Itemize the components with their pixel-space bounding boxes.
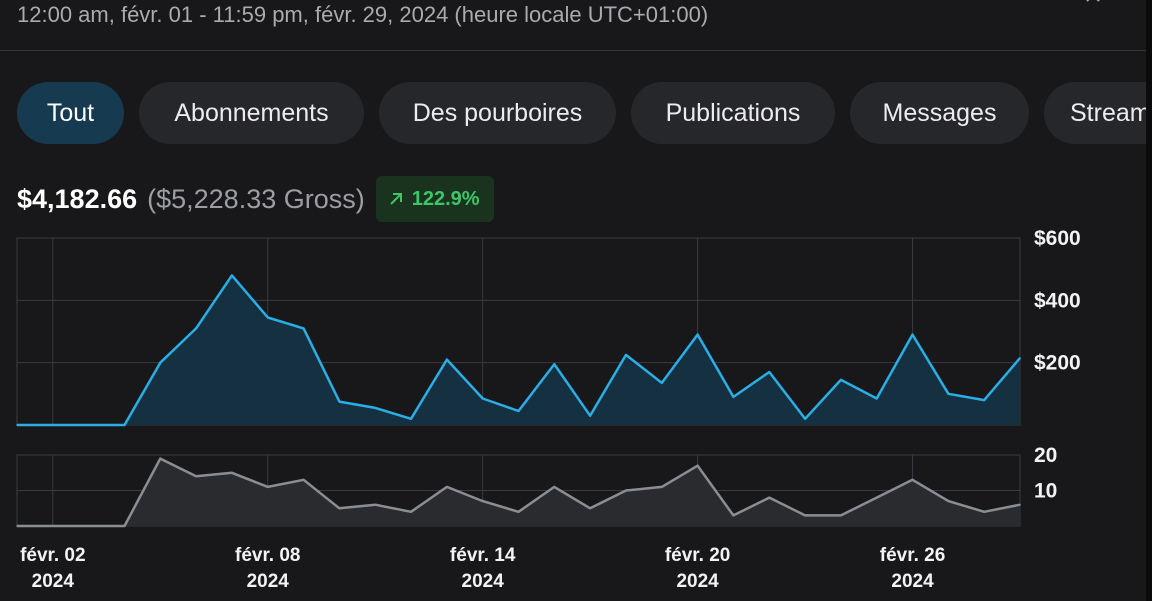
earnings-data-point [481, 397, 484, 400]
change-percent: 122.9% [411, 187, 480, 210]
x-tick-label-day: févr. 26 [880, 545, 946, 566]
count-data-point [589, 507, 591, 510]
earnings-data-point [625, 354, 627, 356]
change-badge: 122.9% [375, 176, 494, 222]
earnings-chart: $200 $400 $600 10 20 févr. 02 2024 févr. 08 2024… [16, 230, 1081, 592]
earnings-data-point [660, 382, 663, 384]
earnings-data-point [123, 424, 126, 426]
net-earnings: $4,182.66 [17, 183, 138, 214]
count-data-point [266, 486, 269, 488]
earnings-data-point [266, 316, 269, 319]
earnings-ytick-label: $400 [1034, 289, 1081, 312]
trend-up-arrow-icon [390, 193, 402, 205]
earnings-data-point [983, 399, 985, 401]
earnings-data-point [52, 424, 54, 426]
count-data-point [87, 525, 90, 527]
count-data-point [446, 486, 448, 488]
count-data-point [1019, 503, 1021, 506]
count-data-point [410, 511, 412, 513]
count-data-point [947, 500, 950, 502]
earnings-data-point [553, 363, 556, 366]
count-data-point [52, 525, 54, 527]
count-data-point [875, 496, 878, 499]
earnings-data-point [911, 333, 914, 336]
x-tick-label-day: févr. 02 [20, 545, 86, 566]
header-divider [0, 50, 1146, 51]
count-data-point [625, 489, 627, 492]
earnings-area-fill [17, 275, 1020, 425]
earnings-data-point [338, 400, 341, 403]
earnings-ytick-label: $600 [1034, 230, 1081, 250]
x-tick-label-year: 2024 [891, 571, 934, 592]
tab-des-pourboires[interactable]: Des pourboires [379, 82, 616, 144]
count-data-point [123, 525, 126, 527]
earnings-summary: $4,182.66 ($5,228.33 Gross) 122.9% [17, 176, 494, 222]
x-tick-label-day: févr. 08 [235, 545, 301, 566]
earnings-data-point [410, 417, 412, 420]
earnings-data-point [374, 407, 377, 409]
earnings-data-point [732, 396, 735, 398]
count-data-point [195, 475, 197, 478]
count-data-point [481, 500, 484, 502]
count-data-point [16, 525, 18, 527]
gross-earnings: ($5,228.33 Gross) [147, 183, 365, 214]
count-data-point [804, 514, 806, 517]
x-tick-label-year: 2024 [676, 571, 719, 592]
count-data-point [338, 507, 341, 510]
count-data-point [159, 457, 162, 460]
earnings-data-point [87, 424, 90, 426]
earnings-data-point [589, 414, 591, 417]
count-data-point [231, 471, 233, 474]
x-tick-label-year: 2024 [247, 571, 290, 592]
count-data-point [983, 511, 985, 513]
count-data-point [660, 486, 663, 488]
earnings-data-point [804, 417, 806, 420]
earnings-data-point [16, 424, 18, 426]
count-data-point [517, 511, 520, 513]
earnings-data-point [1019, 357, 1021, 359]
tab-stream[interactable]: Stream [1044, 82, 1146, 144]
earnings-data-point [875, 397, 878, 400]
tab-publications[interactable]: Publications [631, 82, 835, 144]
count-ytick-label: 20 [1034, 444, 1057, 467]
earnings-data-point [231, 274, 233, 277]
count-data-point [732, 514, 735, 517]
earnings-data-point [768, 371, 771, 373]
count-area-fill [17, 458, 1020, 526]
count-data-point [302, 479, 305, 481]
earnings-data-point [696, 333, 699, 336]
earnings-data-point [446, 358, 448, 361]
count-data-point [553, 486, 556, 488]
earnings-ytick-label: $200 [1034, 352, 1081, 375]
earnings-data-point [159, 361, 162, 364]
scrollbar-track[interactable] [1146, 0, 1152, 601]
tab-messages[interactable]: Messages [850, 82, 1029, 144]
x-tick-label-day: févr. 20 [665, 545, 731, 566]
date-range: 12:00 am, févr. 01 - 11:59 pm, févr. 29,… [17, 2, 709, 27]
count-data-point [768, 496, 771, 499]
count-data-point [911, 479, 914, 481]
x-tick-label-day: févr. 14 [450, 545, 516, 566]
count-data-point [374, 503, 377, 506]
count-data-point [840, 514, 842, 517]
x-tick-label-year: 2024 [462, 571, 505, 592]
earnings-data-point [947, 393, 950, 395]
count-data-point [696, 464, 699, 467]
tab-tout[interactable]: Tout [17, 82, 124, 144]
count-ytick-label: 10 [1034, 480, 1057, 503]
earnings-data-point [195, 327, 197, 330]
chevron-up-icon[interactable] [1086, 0, 1100, 2]
earnings-data-point [840, 379, 842, 381]
tab-abonnements[interactable]: Abonnements [139, 82, 364, 144]
earnings-data-point [302, 327, 305, 330]
earnings-data-point [517, 410, 520, 412]
category-tabs: Tout Abonnements Des pourboires Publicat… [17, 82, 1146, 144]
x-tick-label-year: 2024 [32, 571, 75, 592]
